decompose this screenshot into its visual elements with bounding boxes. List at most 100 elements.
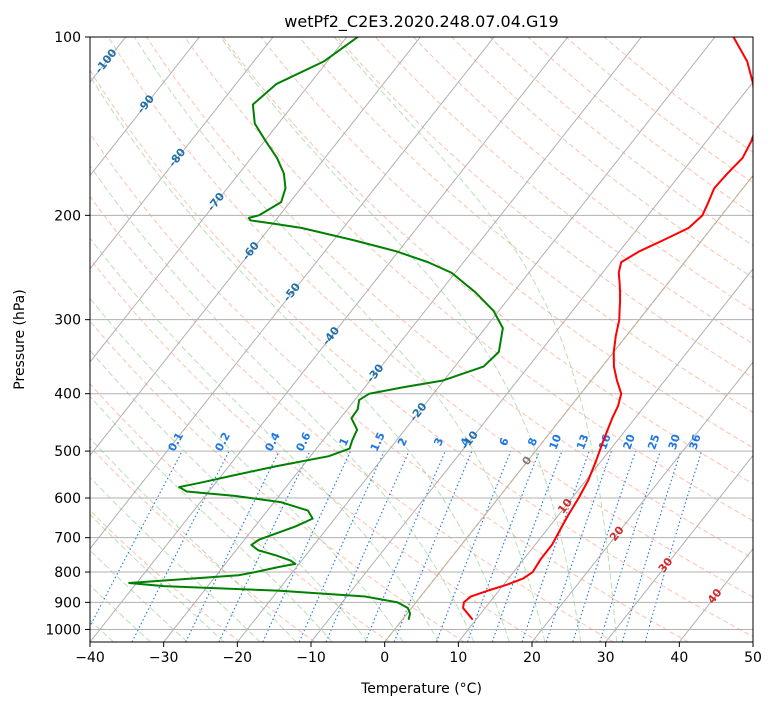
dewpoint-profile	[128, 37, 504, 620]
temperature-profile	[462, 37, 753, 620]
mixing-ratio-label: 6	[497, 436, 512, 448]
y-tick-label: 500	[54, 444, 81, 460]
isotherm-line	[531, 361, 753, 642]
dry-adiabat-line	[90, 382, 390, 642]
mixing-ratio-line	[325, 450, 410, 642]
x-axis-label: Temperature (°C)	[360, 681, 482, 697]
dry-adiabat-line	[90, 258, 540, 642]
x-tick-label: −40	[75, 650, 105, 666]
x-tick-label: 30	[597, 650, 615, 666]
x-tick-label: 0	[380, 650, 389, 666]
dry-adiabat-line	[90, 195, 614, 642]
contour-labels: 0.1 0.2 0.4 0.6 1 1.5 2 3 4 6 8 10 13 16 20 25 30 36-100-…	[92, 46, 725, 606]
mixing-ratio-line	[521, 450, 590, 642]
mixing-ratio-label: 3	[431, 436, 446, 448]
dry-adiabat-line	[90, 509, 241, 642]
isobars	[90, 37, 753, 630]
mixing-ratio-label: 0.4	[262, 430, 282, 454]
x-tick-label: −20	[223, 650, 253, 666]
mixing-ratio-line	[621, 450, 682, 642]
x-tick-label: −10	[296, 650, 326, 666]
isotherm-label: -50	[281, 280, 304, 304]
dry-adiabat-line	[336, 37, 753, 379]
plot-frame	[89, 36, 754, 643]
dry-adiabat-line	[527, 37, 753, 215]
moist-adiabats	[90, 37, 618, 642]
y-tick-label: 900	[54, 595, 81, 611]
moist-adiabat-line	[90, 237, 439, 642]
y-tick-label: 800	[54, 565, 81, 581]
y-tick-label: 700	[54, 531, 81, 547]
moist-adiabat-line	[90, 74, 510, 642]
mixing-ratio-label: 2	[395, 436, 410, 448]
mixing-ratio-line	[545, 450, 612, 642]
x-tick-label: −30	[149, 650, 179, 666]
moist-adiabat-line	[90, 349, 369, 642]
mixing-ratio-label: 13	[574, 432, 592, 451]
mixing-ratio-label: 8	[525, 436, 540, 448]
moist-adiabat-line	[220, 37, 582, 642]
x-tick-label: 10	[449, 650, 467, 666]
dry-adiabat-line	[184, 37, 753, 522]
isotherm-label: -100	[92, 46, 119, 76]
isotherm-line	[752, 641, 753, 642]
mixing-ratio-label: 0.6	[293, 430, 313, 454]
isotherm-line	[163, 37, 642, 642]
isotherm-line	[90, 37, 274, 270]
x-tick-label: 20	[523, 650, 541, 666]
plot-area: 0.1 0.2 0.4 0.6 1 1.5 2 3 4 6 8 10 13 16 20 25 30 36-100-…	[90, 37, 753, 642]
mixing-ratio-line	[644, 450, 703, 642]
dry-adiabat-line	[146, 37, 753, 560]
isotherm-line	[236, 37, 716, 642]
isotherm-label: -40	[320, 324, 343, 348]
dry-adiabat-line	[260, 37, 753, 449]
mixing-ratio-line	[185, 450, 280, 642]
dry-adiabat-line	[90, 320, 465, 642]
mixing-ratio-line	[364, 450, 446, 642]
sounding-series	[128, 37, 753, 620]
mixing-ratio-label: 36	[687, 432, 704, 451]
x-tick-label: 40	[670, 650, 688, 666]
dry-adiabat-line	[298, 37, 753, 413]
isotherm-label: -60	[240, 239, 263, 263]
isotherm-label: 10	[555, 496, 575, 516]
y-tick-label: 100	[54, 30, 81, 46]
isotherm-line	[310, 81, 753, 642]
y-tick-label: 300	[54, 313, 81, 329]
isotherm-line	[605, 454, 753, 642]
dry-adiabat-line	[90, 132, 689, 642]
moist-adiabat-line	[90, 164, 475, 642]
mixing-ratio-line	[298, 450, 385, 642]
y-axis-ticks: 1000 900 800 700 600 500 400 300 200 100	[45, 30, 90, 638]
isotherm-line	[90, 37, 200, 177]
mixing-ratio-label: 30	[666, 432, 683, 451]
mixing-ratio-label: 25	[645, 433, 662, 452]
dry-adiabat-line	[108, 37, 753, 598]
mixing-ratio-line	[435, 450, 512, 642]
freezing-level-line	[384, 174, 753, 642]
isotherm-label: -20	[407, 400, 430, 424]
isotherm-line	[90, 37, 569, 642]
moist-adiabat-line	[133, 37, 546, 642]
mixing-ratio-line	[572, 450, 637, 642]
dry-adiabat-line	[603, 37, 753, 153]
x-axis-ticks: −40 −30 −20 −10 0 10 20 30 40 50	[75, 642, 762, 666]
dry-adiabat-line	[90, 69, 753, 638]
y-tick-label: 400	[54, 387, 81, 403]
mixing-ratio-label: 20	[621, 432, 638, 451]
isotherm-line	[90, 37, 495, 550]
chart-title: wetPf2_C2E3.2020.248.07.04.G19	[284, 12, 558, 32]
moist-adiabat-line	[90, 437, 297, 642]
isotherm-label: 40	[705, 586, 725, 606]
moist-adiabat-line	[90, 513, 225, 642]
isotherms	[90, 37, 753, 642]
y-tick-label: 600	[54, 491, 81, 507]
dry-adiabat-line	[222, 37, 753, 485]
moist-adiabat-line	[90, 549, 188, 642]
mixing-ratio-line	[466, 450, 540, 642]
dry-adiabat-line	[413, 37, 753, 312]
moist-adiabat-line	[333, 37, 618, 642]
mixing-ratio-line	[90, 450, 183, 628]
mixing-ratio-lines	[90, 450, 703, 642]
